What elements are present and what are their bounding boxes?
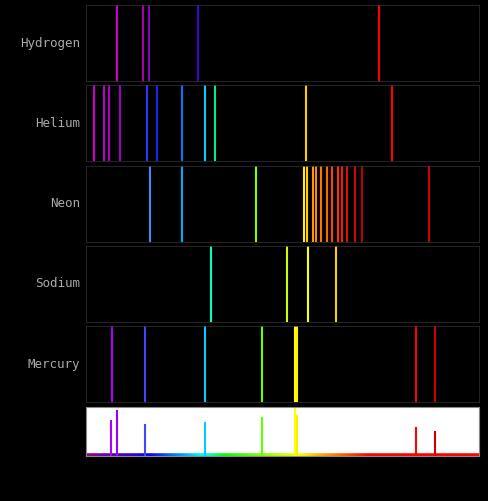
Y-axis label: Intensity: Intensity <box>73 407 82 455</box>
Text: Neon: Neon <box>50 197 80 210</box>
Text: Sodium: Sodium <box>35 278 80 291</box>
Text: Helium: Helium <box>35 117 80 130</box>
X-axis label: Wavelength: Wavelength <box>249 457 315 467</box>
Text: Hydrogen: Hydrogen <box>20 37 80 50</box>
Text: Mercury: Mercury <box>27 358 80 371</box>
